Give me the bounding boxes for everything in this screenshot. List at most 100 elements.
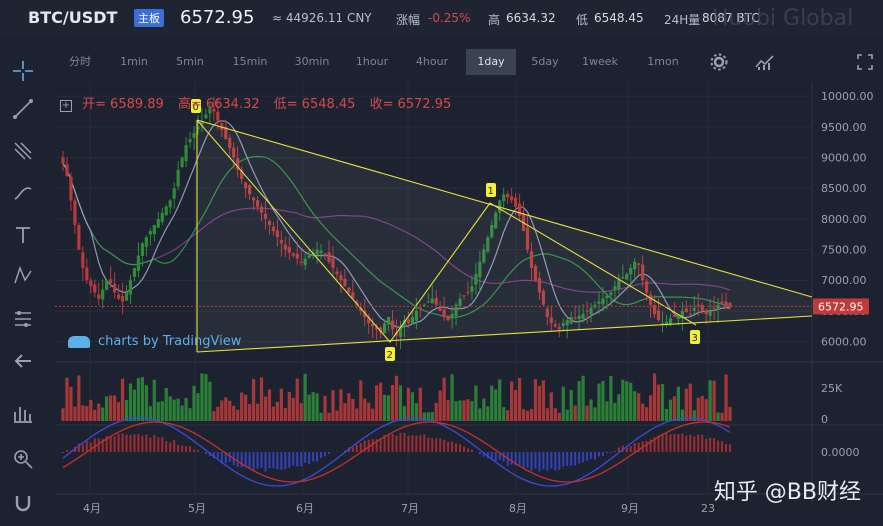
macd-bar: [439, 438, 442, 452]
volume-bar: [557, 412, 561, 421]
macd-bar: [435, 438, 438, 452]
price-tick-label: 6000.00: [821, 336, 867, 349]
ruler-icon[interactable]: [8, 400, 38, 426]
macd-bar: [721, 441, 724, 452]
settings-gear-icon[interactable]: [706, 49, 732, 79]
volume-bar: [517, 378, 522, 421]
volume-bar: [537, 385, 542, 421]
candle: [315, 249, 319, 255]
candle: [331, 258, 335, 268]
pair-name[interactable]: BTC/USDT: [28, 8, 118, 27]
macd-bar: [236, 452, 239, 467]
candle: [490, 225, 494, 238]
macd-bar: [105, 436, 108, 452]
candle: [545, 308, 549, 318]
pattern-icon[interactable]: [8, 262, 38, 288]
volume-bar: [700, 395, 704, 421]
macd-bar: [375, 439, 378, 452]
volume-bar: [89, 399, 93, 421]
timeframe-1mon[interactable]: 1mon: [647, 55, 679, 68]
volume-bar: [720, 412, 724, 421]
last-price-tag: [813, 298, 869, 315]
volume-bar: [629, 382, 633, 421]
macd-bar: [177, 444, 180, 452]
macd-bar: [530, 452, 533, 471]
pattern-point-label: 3: [692, 333, 698, 344]
indicators-icon[interactable]: [752, 49, 778, 79]
timeframe-4hour[interactable]: 4hour: [415, 55, 449, 68]
macd-bar: [288, 452, 291, 468]
fullscreen-icon[interactable]: [852, 49, 878, 79]
volume-bar: [466, 399, 470, 421]
volume-bar: [204, 374, 208, 421]
trend-line-icon[interactable]: [8, 96, 38, 122]
timeframe-1week[interactable]: 1week: [582, 55, 618, 68]
volume-bar: [486, 406, 490, 421]
volume-bar: [664, 408, 669, 421]
timeframe-15min[interactable]: 15min: [232, 55, 268, 68]
macd-bar: [133, 434, 136, 452]
back-arrow-icon[interactable]: [8, 348, 38, 374]
ohlc-toggle-icon[interactable]: +: [60, 100, 72, 112]
tradingview-label: charts by TradingView: [98, 334, 242, 349]
volume-bar: [236, 409, 240, 421]
macd-bar: [240, 452, 243, 468]
volume-bar: [307, 394, 311, 421]
macd-bar: [85, 440, 88, 452]
upper-trendline: [196, 119, 813, 298]
candle: [132, 267, 137, 277]
magnet-icon[interactable]: [8, 490, 38, 516]
candle: [220, 123, 224, 130]
macd-bar: [502, 452, 505, 462]
candle: [660, 323, 665, 325]
timeframe-30min[interactable]: 30min: [294, 55, 330, 68]
timeframe-5day[interactable]: 5day: [531, 55, 559, 68]
macd-bar: [324, 452, 327, 457]
volume-bar: [327, 412, 331, 421]
macd-bar: [304, 452, 307, 463]
zoom-icon[interactable]: [8, 446, 38, 472]
candle: [319, 250, 323, 254]
candle: [61, 157, 65, 164]
macd-bar: [717, 440, 720, 452]
volume-bar: [581, 375, 585, 421]
candle: [609, 292, 613, 296]
candle: [144, 237, 148, 247]
volume-bar: [414, 403, 418, 421]
volume-bar: [240, 392, 244, 421]
brush-icon[interactable]: [8, 178, 38, 204]
candle: [240, 169, 244, 179]
volume-bar: [692, 410, 696, 421]
volume-bar: [101, 407, 105, 421]
drawing-toolbar: [0, 48, 48, 526]
macd-bar: [157, 437, 160, 452]
candle: [629, 267, 633, 275]
fib-icon[interactable]: [8, 306, 38, 332]
candle: [113, 283, 117, 293]
crosshair-icon[interactable]: [8, 58, 38, 84]
timeframe-1hour[interactable]: 1hour: [355, 55, 389, 68]
timeframe-分时[interactable]: 分时: [69, 55, 91, 68]
volume-bar: [168, 396, 172, 421]
volume-bar: [335, 410, 339, 421]
timeframe-5min[interactable]: 5min: [176, 55, 204, 68]
text-icon[interactable]: [8, 222, 38, 248]
volume-bar: [426, 412, 430, 421]
zhihu-watermark: 知乎 @BB财经: [713, 480, 861, 505]
candle: [386, 317, 391, 325]
timeframe-1day[interactable]: 1day: [466, 49, 516, 75]
timeframe-1min[interactable]: 1min: [120, 55, 148, 68]
tradingview-credit[interactable]: charts by TradingView: [68, 334, 241, 349]
candle: [295, 253, 299, 259]
candle: [720, 301, 724, 304]
volume-bar: [128, 383, 133, 421]
macd-bar: [280, 452, 283, 470]
candle: [93, 284, 97, 293]
macd-bar: [296, 452, 299, 467]
volume-bar: [379, 382, 383, 421]
fork-icon[interactable]: [8, 138, 38, 164]
volume-value: 8087 BTC: [702, 11, 760, 25]
candle: [434, 298, 438, 305]
macd-bar: [554, 452, 557, 471]
